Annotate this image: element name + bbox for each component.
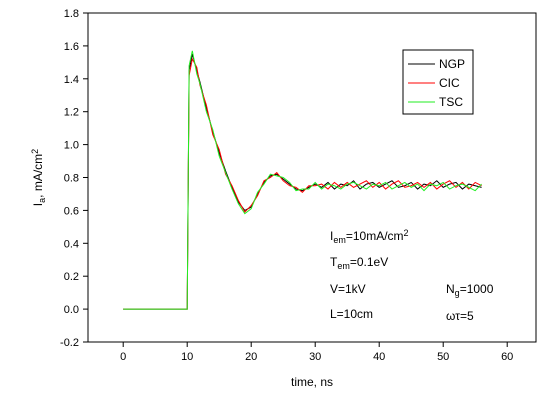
text-part: I bbox=[31, 203, 45, 206]
y-tick-label: 1.8 bbox=[64, 8, 79, 20]
text-part: =1000 bbox=[460, 282, 494, 296]
x-tick-label: 40 bbox=[373, 351, 385, 363]
legend-label: NGP bbox=[439, 57, 465, 71]
series-line bbox=[123, 50, 482, 310]
text-part: =10mA/cm bbox=[346, 229, 404, 243]
text-part: a bbox=[37, 198, 47, 203]
text-part: I bbox=[330, 229, 333, 243]
y-tick-label: 1.2 bbox=[64, 107, 79, 119]
legend-label: CIC bbox=[439, 76, 460, 90]
text-part: =0.1eV bbox=[350, 255, 388, 269]
text-part: V=1kV bbox=[330, 282, 366, 296]
annotation: L=10cm bbox=[330, 307, 373, 321]
x-axis-label: time, ns bbox=[291, 375, 333, 389]
text-part: 2 bbox=[30, 149, 40, 154]
x-tick-label: 30 bbox=[309, 351, 321, 363]
annotation: V=1kV bbox=[330, 282, 366, 296]
x-tick-label: 10 bbox=[181, 351, 193, 363]
x-tick-label: 20 bbox=[245, 351, 257, 363]
y-tick-label: 0.4 bbox=[64, 238, 79, 250]
y-tick-label: 1.6 bbox=[64, 41, 79, 53]
x-tick-label: 60 bbox=[501, 351, 513, 363]
y-tick-label: 1.4 bbox=[64, 74, 79, 86]
x-tick-label: 0 bbox=[120, 351, 126, 363]
text-part: em bbox=[337, 261, 350, 271]
annotation: ωτ=5 bbox=[446, 309, 474, 323]
y-tick-label: 1.0 bbox=[64, 140, 79, 152]
text-part: em bbox=[333, 235, 346, 245]
y-tick-label: 0.2 bbox=[64, 271, 79, 283]
text-part: T bbox=[330, 255, 338, 269]
annotation: Tem=0.1eV bbox=[330, 255, 388, 271]
text-part: , mA/cm bbox=[31, 154, 45, 198]
text-part: L=10cm bbox=[330, 307, 373, 321]
y-tick-label: 0.6 bbox=[64, 205, 79, 217]
y-axis-label: Ia, mA/cm2 bbox=[30, 149, 46, 206]
y-tick-label: -0.2 bbox=[60, 337, 79, 349]
legend-label: TSC bbox=[439, 95, 463, 109]
text-part: 2 bbox=[404, 228, 409, 238]
x-tick-label: 50 bbox=[437, 351, 449, 363]
legend-box bbox=[402, 49, 474, 115]
y-tick-label: 0.0 bbox=[64, 304, 79, 316]
y-tick-label: 0.8 bbox=[64, 173, 79, 185]
text-part: ωτ=5 bbox=[446, 309, 474, 323]
text-part: N bbox=[446, 282, 455, 296]
annotation: Iem=10mA/cm2 bbox=[330, 228, 409, 244]
annotation: Ng=1000 bbox=[446, 282, 494, 298]
text-part: g bbox=[455, 288, 460, 298]
